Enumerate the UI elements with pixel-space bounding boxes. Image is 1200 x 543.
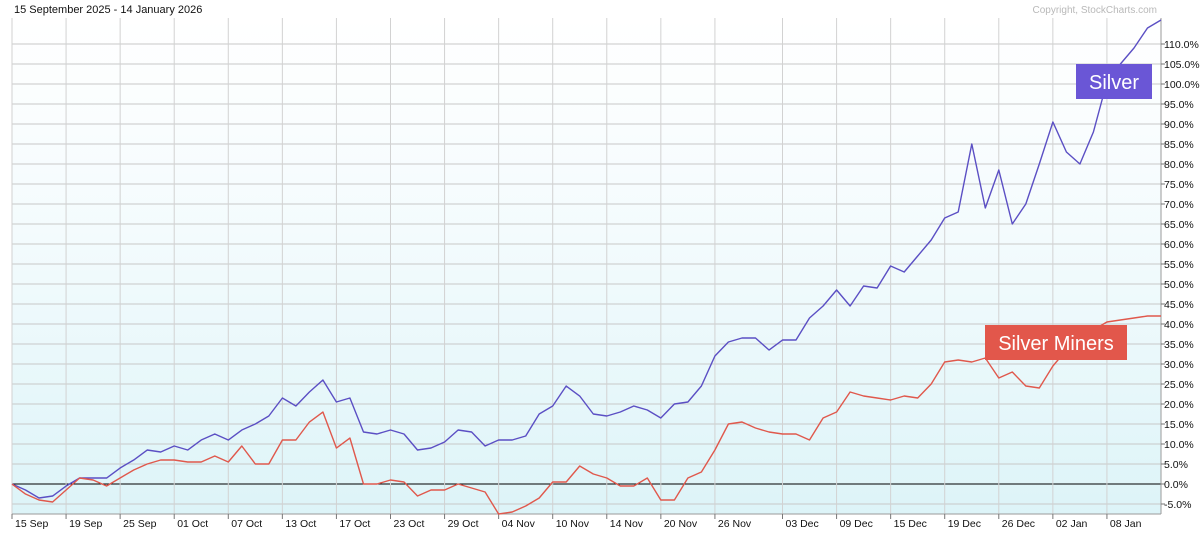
- x-tick-label: 07 Oct: [231, 518, 262, 530]
- x-axis-ticks: 15 Sep 19 Sep 25 Sep 01 Oct 07 Oct 13 Oct 17 O…: [11, 514, 1142, 530]
- silver-series-line: [11, 19, 1162, 499]
- y-tick-label: 45.0%: [1164, 299, 1194, 311]
- grid-lines: [11, 18, 1161, 514]
- x-tick-label: 09 Dec: [840, 518, 873, 530]
- legend-silver-bg: [1076, 64, 1152, 99]
- x-tick-label: 17 Oct: [339, 518, 370, 530]
- x-tick-label: 01 Oct: [177, 518, 208, 530]
- x-tick-label: 10 Nov: [556, 518, 590, 530]
- y-tick-label: 30.0%: [1164, 359, 1194, 371]
- x-tick-label: 14 Nov: [610, 518, 644, 530]
- legend-silver-text: Silver: [1089, 72, 1139, 94]
- y-tick-label: 100.0%: [1164, 79, 1200, 91]
- x-tick-label: 03 Dec: [786, 518, 819, 530]
- y-tick-label: 20.0%: [1164, 399, 1194, 411]
- x-tick-label: 29 Oct: [448, 518, 479, 530]
- legend-silver: Silver: [1076, 64, 1152, 99]
- y-tick-label: 80.0%: [1164, 159, 1194, 171]
- y-tick-label: 5.0%: [1164, 459, 1188, 471]
- y-tick-label: 85.0%: [1164, 139, 1194, 151]
- y-tick-label: 15.0%: [1164, 419, 1194, 431]
- x-tick-label: 20 Nov: [664, 518, 698, 530]
- series-lines: [11, 19, 1162, 515]
- y-tick-label: 110.0%: [1164, 39, 1199, 51]
- y-tick-label: 55.0%: [1164, 259, 1194, 271]
- y-tick-label: 0.0%: [1164, 479, 1188, 491]
- x-tick-label: 15 Dec: [894, 518, 927, 530]
- copyright-label: Copyright, StockCharts.com: [1033, 5, 1158, 16]
- y-tick-label: 40.0%: [1164, 319, 1194, 331]
- x-tick-label: 25 Sep: [123, 518, 156, 530]
- silver-miners-series-line: [11, 315, 1161, 515]
- y-axis-ticks: -5.0% 0.0% 5.0% 10.0% 15.0% 20.0% 25.0% 30.0% 35…: [1161, 39, 1200, 511]
- y-tick-label: 90.0%: [1164, 119, 1194, 131]
- y-tick-label: 95.0%: [1164, 99, 1194, 111]
- y-tick-label: 50.0%: [1164, 279, 1194, 291]
- date-range-label: 15 September 2025 - 14 January 2026: [14, 4, 202, 16]
- x-tick-label: 26 Nov: [718, 518, 752, 530]
- x-tick-label: 23 Oct: [393, 518, 424, 530]
- x-tick-label: 02 Jan: [1056, 518, 1088, 530]
- x-tick-label: 15 Sep: [15, 518, 48, 530]
- x-tick-label: 04 Nov: [502, 518, 536, 530]
- y-tick-label: 65.0%: [1164, 219, 1194, 231]
- y-tick-label: 105.0%: [1164, 59, 1200, 71]
- x-tick-label: 26 Dec: [1002, 518, 1035, 530]
- x-tick-label: 19 Sep: [69, 518, 102, 530]
- x-tick-label: 13 Oct: [285, 518, 316, 530]
- y-tick-label: 70.0%: [1164, 199, 1194, 211]
- y-tick-label: 35.0%: [1164, 339, 1194, 351]
- legend-silver-miners: Silver Miners: [985, 325, 1127, 360]
- legend-silver-miners-text: Silver Miners: [998, 333, 1114, 355]
- y-tick-label: 60.0%: [1164, 239, 1194, 251]
- plot-area: [12, 18, 1161, 514]
- x-tick-label: 08 Jan: [1110, 518, 1142, 530]
- legend-silver-miners-bg: [985, 325, 1127, 360]
- y-tick-label: 75.0%: [1164, 179, 1194, 191]
- x-tick-label: 19 Dec: [948, 518, 981, 530]
- y-tick-label: 25.0%: [1164, 379, 1194, 391]
- y-tick-label: 10.0%: [1164, 439, 1194, 451]
- y-tick-label: -5.0%: [1164, 499, 1191, 511]
